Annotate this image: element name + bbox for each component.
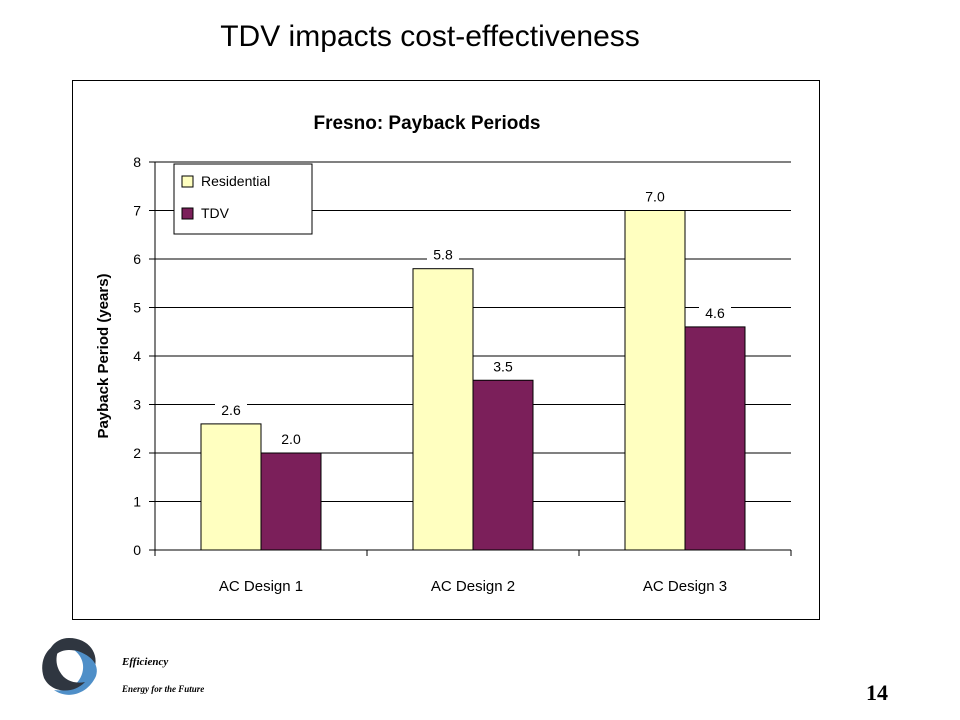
- chart-title: Fresno: Payback Periods: [313, 113, 540, 134]
- data-label: 2.0: [281, 431, 301, 447]
- y-tick-label: 8: [133, 154, 141, 170]
- data-label: 5.8: [433, 247, 453, 263]
- y-axis-label: Payback Period (years): [95, 273, 112, 438]
- y-tick-label: 1: [133, 494, 141, 510]
- data-label-background: [275, 430, 307, 448]
- legend-box: [173, 163, 313, 235]
- bar-tdv-3: [684, 326, 746, 551]
- bars: [200, 210, 746, 551]
- legend-swatch-residential: [181, 175, 194, 188]
- y-tick-label: 3: [133, 397, 141, 413]
- bar-residential-3: [624, 210, 686, 551]
- data-label: 7.0: [645, 189, 665, 205]
- bar-tdv-1: [260, 452, 322, 551]
- y-tick-label: 7: [133, 203, 141, 219]
- y-tick-label: 5: [133, 300, 141, 316]
- data-label-background: [215, 400, 247, 419]
- data-label-background: [427, 245, 459, 264]
- bar-tdv-2: [472, 379, 534, 551]
- y-tick-label: 2: [133, 445, 141, 461]
- data-label-background: [487, 357, 519, 376]
- bar-residential-2: [412, 268, 474, 551]
- tick-labels: 0 1 2 3 4 5 6 7 8 AC Design 1 AC Design 2 AC Design…: [133, 154, 727, 595]
- chart-frame: Fresno: Payback Periods Payback Period (…: [72, 80, 820, 620]
- x-tick-label: AC Design 3: [643, 578, 727, 595]
- bar-residential-1: [200, 423, 262, 551]
- company-logo-icon: [42, 638, 97, 695]
- data-label: 2.6: [221, 402, 241, 418]
- x-tick-label: AC Design 2: [431, 578, 515, 595]
- data-label-background: [639, 187, 671, 206]
- data-labels: 2.6 2.0 5.8 3.5 7.0 4.6: [215, 187, 731, 448]
- page-number: 14: [866, 680, 888, 705]
- footer-tagline-2: Energy for the Future: [122, 684, 205, 694]
- y-tick-label: 4: [133, 348, 141, 364]
- data-label: 3.5: [493, 358, 513, 374]
- y-tick-label: 0: [133, 542, 141, 558]
- legend-label-tdv: TDV: [201, 205, 230, 221]
- legend-label-residential: Residential: [201, 173, 270, 189]
- x-tick-label: AC Design 1: [219, 578, 303, 595]
- slide-title: TDV impacts cost-effectiveness: [220, 20, 640, 53]
- legend-swatch-tdv: [181, 207, 194, 220]
- legend: Residential TDV: [173, 163, 313, 235]
- data-label: 4.6: [705, 305, 725, 321]
- data-label-background: [699, 303, 731, 322]
- payback-chart: Fresno: Payback Periods Payback Period (…: [95, 113, 792, 595]
- y-tick-label: 6: [133, 251, 141, 267]
- footer-tagline-1: Efficiency: [122, 656, 169, 668]
